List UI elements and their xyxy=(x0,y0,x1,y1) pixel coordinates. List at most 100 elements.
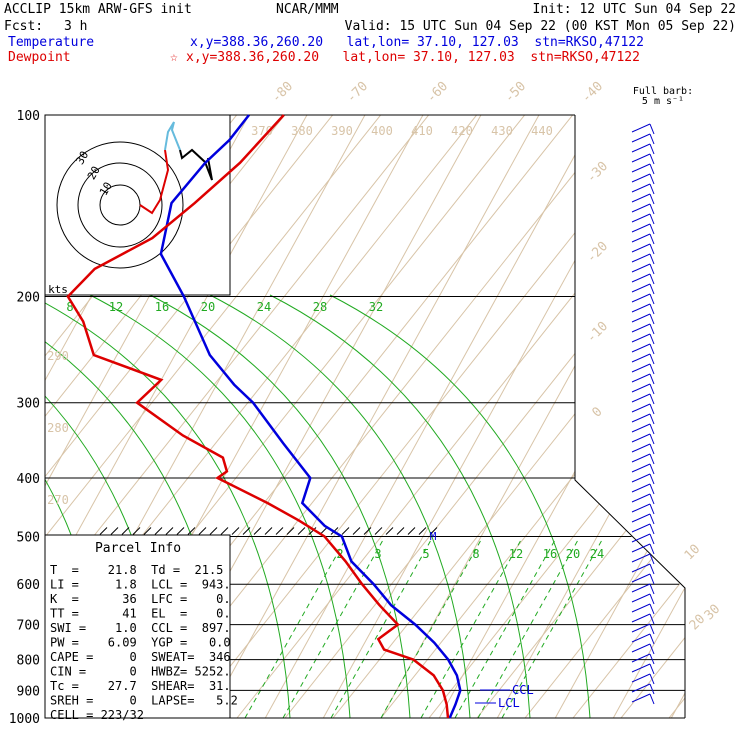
wind-barb-flag xyxy=(649,433,655,445)
wind-barb xyxy=(631,203,651,213)
wind-barb-flag xyxy=(649,413,655,425)
theta-label: 430 xyxy=(491,124,513,138)
wind-barb xyxy=(631,413,651,423)
dewpoint-legend: Dewpoint xyxy=(8,50,71,65)
wind-barb-flag xyxy=(649,223,655,235)
pressure-tick-label: 100 xyxy=(17,109,40,124)
dewpoint-star-icon: ☆ xyxy=(170,50,178,65)
wind-barb xyxy=(631,213,651,223)
dry-adiabat-line xyxy=(140,115,685,718)
parcel-info-row: TT = 41 EL = 0. xyxy=(50,607,231,621)
wind-barb xyxy=(631,553,651,563)
wind-barb xyxy=(631,283,651,293)
hatch-mark xyxy=(418,527,427,535)
wind-barb xyxy=(631,543,651,553)
wind-barb-flag xyxy=(649,173,655,185)
wind-barb-flag xyxy=(649,123,655,135)
hodograph-ring-label: 20 xyxy=(85,164,103,182)
wind-barb-flag xyxy=(649,283,655,295)
barb-legend-unit: 5 m s⁻¹ xyxy=(642,96,684,107)
hatch-mark xyxy=(143,527,152,535)
temperature-axis-label: 28 xyxy=(313,300,327,314)
wind-barb-flag xyxy=(649,133,655,145)
moist-adiabat-line xyxy=(45,294,291,718)
hatch-mark xyxy=(253,527,262,535)
wind-barb xyxy=(631,673,651,683)
dry-adiabat-line xyxy=(0,0,25,718)
mixing-ratio-line xyxy=(282,539,384,718)
dry-adiabat-line xyxy=(45,115,602,718)
wind-barb xyxy=(631,273,651,283)
mixing-ratio-label: 24 xyxy=(590,547,604,561)
wind-barb-flag xyxy=(649,633,655,645)
hatch-mark xyxy=(154,527,163,535)
parcel-info-row: CAPE = 0 SWEAT= 346 xyxy=(50,650,231,664)
hodograph-unit-label: kts xyxy=(48,283,68,296)
wind-barb xyxy=(631,453,651,463)
wind-barb-flag xyxy=(649,403,655,415)
wind-barb xyxy=(631,583,651,593)
wind-barb-flag xyxy=(649,293,655,305)
temperature-axis-label: 16 xyxy=(155,300,169,314)
wind-barb xyxy=(631,173,651,183)
wind-barb xyxy=(631,623,651,633)
wind-barb-flag xyxy=(649,503,655,515)
wind-barb-flag xyxy=(649,363,655,375)
isotherm-label: -20 xyxy=(584,239,611,266)
isotherm-line xyxy=(206,115,540,718)
dry-adiabat-line xyxy=(380,115,685,718)
parcel-info-row: SWI = 1.0 CCL = 897. xyxy=(50,621,231,635)
pressure-tick-label: 700 xyxy=(17,619,40,634)
temperature-axis-label: 12 xyxy=(109,300,123,314)
isotherm-line xyxy=(496,115,685,718)
temperature-axis-label: 24 xyxy=(257,300,271,314)
theta-label: 410 xyxy=(411,124,433,138)
hatch-mark xyxy=(275,527,284,535)
wind-barb xyxy=(631,643,651,653)
hodograph-box xyxy=(44,114,231,296)
wind-barb-flag xyxy=(649,543,655,555)
wind-barb xyxy=(631,613,651,623)
moist-adiabat-line xyxy=(89,294,351,718)
wind-barb-flag xyxy=(649,553,655,565)
wind-barb xyxy=(631,463,651,473)
isotherm-label: -80 xyxy=(269,79,296,106)
mixing-ratio-label: 8 xyxy=(472,547,479,561)
wind-barb-flag xyxy=(649,643,655,655)
org-label: NCAR/MMM xyxy=(276,2,339,17)
moist-adiabat-line xyxy=(269,294,531,718)
model-title: ACCLIP 15km ARW-GFS init xyxy=(4,2,192,17)
moist-adiabat-line xyxy=(209,294,471,718)
wind-barb xyxy=(631,223,651,233)
parcel-info-row: SREH = 0 LAPSE= 5.2 xyxy=(50,694,238,708)
temperature-axis-label: 8 xyxy=(66,300,73,314)
wind-barb-flag xyxy=(649,193,655,205)
isotherm-line xyxy=(264,115,598,718)
wind-barb-flag xyxy=(649,423,655,435)
wind-barb xyxy=(631,343,651,353)
wind-barb-flag xyxy=(649,523,655,535)
wind-barb xyxy=(631,433,651,443)
wind-barb-flag xyxy=(649,533,655,545)
valid-time: Valid: 15 UTC Sun 04 Sep 22 (00 KST Mon … xyxy=(344,19,736,34)
hatch-mark xyxy=(308,527,317,535)
isotherm-line xyxy=(612,115,685,718)
wind-barb-flag xyxy=(649,513,655,525)
wind-barb-flag xyxy=(649,373,655,385)
isotherm-label: 10 xyxy=(682,542,704,564)
mixing-ratio-label: 16 xyxy=(543,547,557,561)
hodograph-trace-high xyxy=(179,148,213,181)
hatch-mark xyxy=(176,527,185,535)
isotherm-label: -50 xyxy=(502,79,529,106)
wind-barb xyxy=(631,593,651,603)
mixing-ratio-line xyxy=(380,539,482,718)
wind-barb-flag xyxy=(649,673,655,685)
wind-barb xyxy=(631,683,651,693)
wind-barb xyxy=(631,503,651,513)
mixing-ratio-label: 20 xyxy=(566,547,580,561)
mixing-ratio-line xyxy=(420,539,522,718)
wind-barb xyxy=(631,353,651,363)
isotherm-line xyxy=(554,115,685,718)
hatch-mark xyxy=(363,527,372,535)
